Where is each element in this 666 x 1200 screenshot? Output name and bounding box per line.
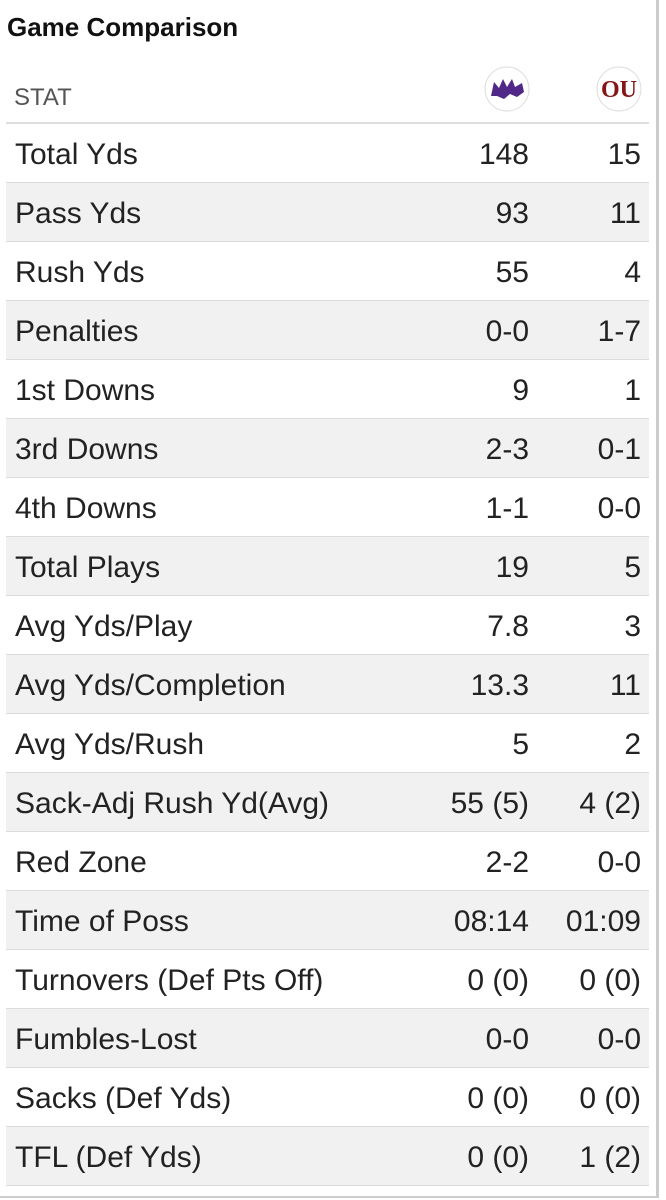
stat-value: 1-7 <box>597 315 641 348</box>
table-row: Rush Yds 55 4 <box>6 242 649 301</box>
title: Game Comparison <box>7 12 239 42</box>
table-row: Time of Poss 08:14 01:09 <box>6 891 649 950</box>
stat-value: 1 (2) <box>579 1141 641 1174</box>
stat-value: 1 <box>624 374 641 407</box>
stat-value: 0 (0) <box>467 1141 529 1174</box>
stat-value: 9 <box>512 374 529 407</box>
stat-name: Time of Poss <box>15 905 189 938</box>
stat-name: Penalties <box>15 315 139 348</box>
stat-value: 0 (0) <box>467 964 529 997</box>
stat-value: 93 <box>495 197 529 230</box>
stat-name: Total Plays <box>15 551 161 584</box>
table-row: Pass Yds 93 11 <box>6 183 649 242</box>
stat-name: 4th Downs <box>15 492 157 525</box>
svg-text:OU: OU <box>601 77 637 103</box>
stat-value: 15 <box>607 138 641 171</box>
table-row: 1st Downs 9 1 <box>6 360 649 419</box>
stat-value: 19 <box>495 551 529 584</box>
table-row: Total Yds 148 15 <box>6 124 649 183</box>
stat-value: 08:14 <box>453 905 529 938</box>
stat-value: 2 <box>624 728 641 761</box>
stat-value: 5 <box>512 728 529 761</box>
table-row: Sack-Adj Rush Yd(Avg) 55 (5) 4 (2) <box>6 773 649 832</box>
stat-value: 2-3 <box>485 433 529 466</box>
stat-name: Avg Yds/Completion <box>15 669 286 702</box>
table-row: Avg Yds/Rush 5 2 <box>6 714 649 773</box>
stat-name: Turnovers (Def Pts Off) <box>15 964 324 997</box>
stat-name: Avg Yds/Rush <box>15 728 205 761</box>
stat-name: TFL (Def Yds) <box>15 1141 202 1174</box>
stat-value: 1-1 <box>485 492 529 525</box>
stat-name: Total Yds <box>15 138 138 171</box>
stat-value: 0-0 <box>485 1023 529 1056</box>
team-logo <box>484 66 530 112</box>
stat-value: 01:09 <box>565 905 641 938</box>
stat-value: 4 (2) <box>579 787 641 820</box>
stat-value: 148 <box>478 138 529 171</box>
table-row: 3rd Downs 2-3 0-1 <box>6 419 649 478</box>
table-row: Avg Yds/Completion 13.3 11 <box>6 655 649 714</box>
table-row: Red Zone 2-2 0-0 <box>6 832 649 891</box>
team-logo: OU <box>596 66 642 112</box>
table-row: Turnovers (Def Pts Off) 0 (0) 0 (0) <box>6 950 649 1009</box>
stat-value: 13.3 <box>470 669 529 702</box>
stat-value: 7.8 <box>487 610 529 643</box>
table-row: Avg Yds/Play 7.8 3 <box>6 596 649 655</box>
stat-value: 4 <box>624 256 641 289</box>
column-header: STAT <box>14 84 72 111</box>
stat-name: 1st Downs <box>15 374 156 407</box>
stat-value: 0-0 <box>597 1023 641 1056</box>
table-row: TFL (Def Yds) 0 (0) 1 (2) <box>6 1127 649 1186</box>
stat-value: 3 <box>624 610 641 643</box>
stat-value: 0-0 <box>597 846 641 879</box>
stat-value: 55 <box>495 256 529 289</box>
stat-value: 0 (0) <box>467 1082 529 1115</box>
stat-name: Red Zone <box>15 846 147 879</box>
stat-name: Avg Yds/Play <box>15 610 193 643</box>
table-row: Total Plays 19 5 <box>6 537 649 596</box>
table-row: Sacks (Def Yds) 0 (0) 0 (0) <box>6 1068 649 1127</box>
stat-value: 5 <box>624 551 641 584</box>
stat-value: 0-0 <box>485 315 529 348</box>
stat-value: 55 (5) <box>450 787 529 820</box>
stat-name: Pass Yds <box>15 197 142 230</box>
stat-value: 0-0 <box>597 492 641 525</box>
stats-table: Total Yds 148 15 Pass Yds 93 11 Rush Yds 55 4 Pen… <box>6 122 649 1186</box>
table-row: Penalties 0-0 1-7 <box>6 301 649 360</box>
stat-name: 3rd Downs <box>15 433 159 466</box>
table-row: 4th Downs 1-1 0-0 <box>6 478 649 537</box>
stat-value: 11 <box>609 669 641 702</box>
stat-value: 0 (0) <box>579 1082 641 1115</box>
stat-value: 0 (0) <box>579 964 641 997</box>
stat-value: 0-1 <box>597 433 641 466</box>
stat-name: Sack-Adj Rush Yd(Avg) <box>15 787 330 820</box>
table-row: Fumbles-Lost 0-0 0-0 <box>6 1009 649 1068</box>
stat-name: Rush Yds <box>15 256 145 289</box>
stat-value: 2-2 <box>485 846 529 879</box>
stat-value: 11 <box>609 197 641 230</box>
stat-name: Fumbles-Lost <box>15 1023 197 1056</box>
stat-name: Sacks (Def Yds) <box>15 1082 232 1115</box>
